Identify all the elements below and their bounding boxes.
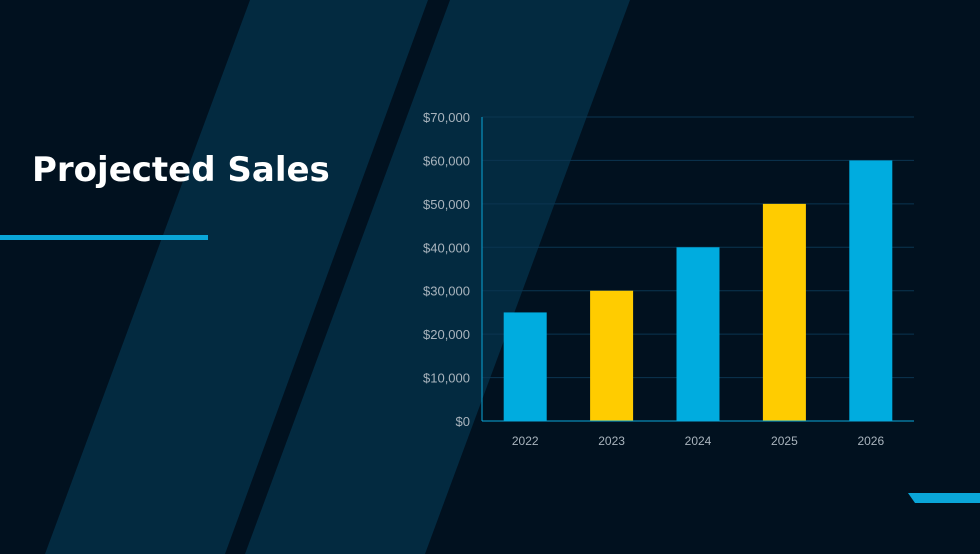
title-underline-bar bbox=[0, 235, 208, 240]
y-tick-label: $10,000 bbox=[423, 371, 470, 386]
y-tick-label: $40,000 bbox=[423, 240, 470, 255]
slide-title: Projected Sales bbox=[32, 150, 330, 190]
corner-accent-bar bbox=[908, 493, 980, 503]
y-tick-label: $50,000 bbox=[423, 197, 470, 212]
chart-bars bbox=[503, 160, 893, 421]
y-tick-label: $70,000 bbox=[423, 110, 470, 125]
y-tick-label: $60,000 bbox=[423, 153, 470, 168]
y-tick-label: $30,000 bbox=[423, 284, 470, 299]
bar-chart: $0 $10,000 $20,000 $30,000 $40,000 $50,000 $60… bbox=[423, 110, 914, 448]
bar-2025 bbox=[762, 203, 806, 421]
bar-2022 bbox=[503, 312, 547, 421]
x-tick-label: 2025 bbox=[771, 434, 798, 448]
x-tick-label: 2023 bbox=[598, 434, 625, 448]
decor-stripe-left bbox=[45, 0, 428, 554]
x-tick-label: 2024 bbox=[685, 434, 712, 448]
x-axis-tick-labels: 2022 2023 2024 2025 2026 bbox=[512, 434, 885, 448]
decor-stripe-right bbox=[245, 0, 630, 554]
y-axis-tick-labels: $0 $10,000 $20,000 $30,000 $40,000 $50,000 $60… bbox=[423, 110, 470, 429]
y-tick-label: $20,000 bbox=[423, 327, 470, 342]
x-tick-label: 2022 bbox=[512, 434, 539, 448]
x-tick-label: 2026 bbox=[857, 434, 884, 448]
y-tick-label: $0 bbox=[456, 414, 470, 429]
bar-2023 bbox=[590, 290, 634, 421]
bar-2024 bbox=[676, 247, 720, 421]
bar-2026 bbox=[849, 160, 893, 421]
